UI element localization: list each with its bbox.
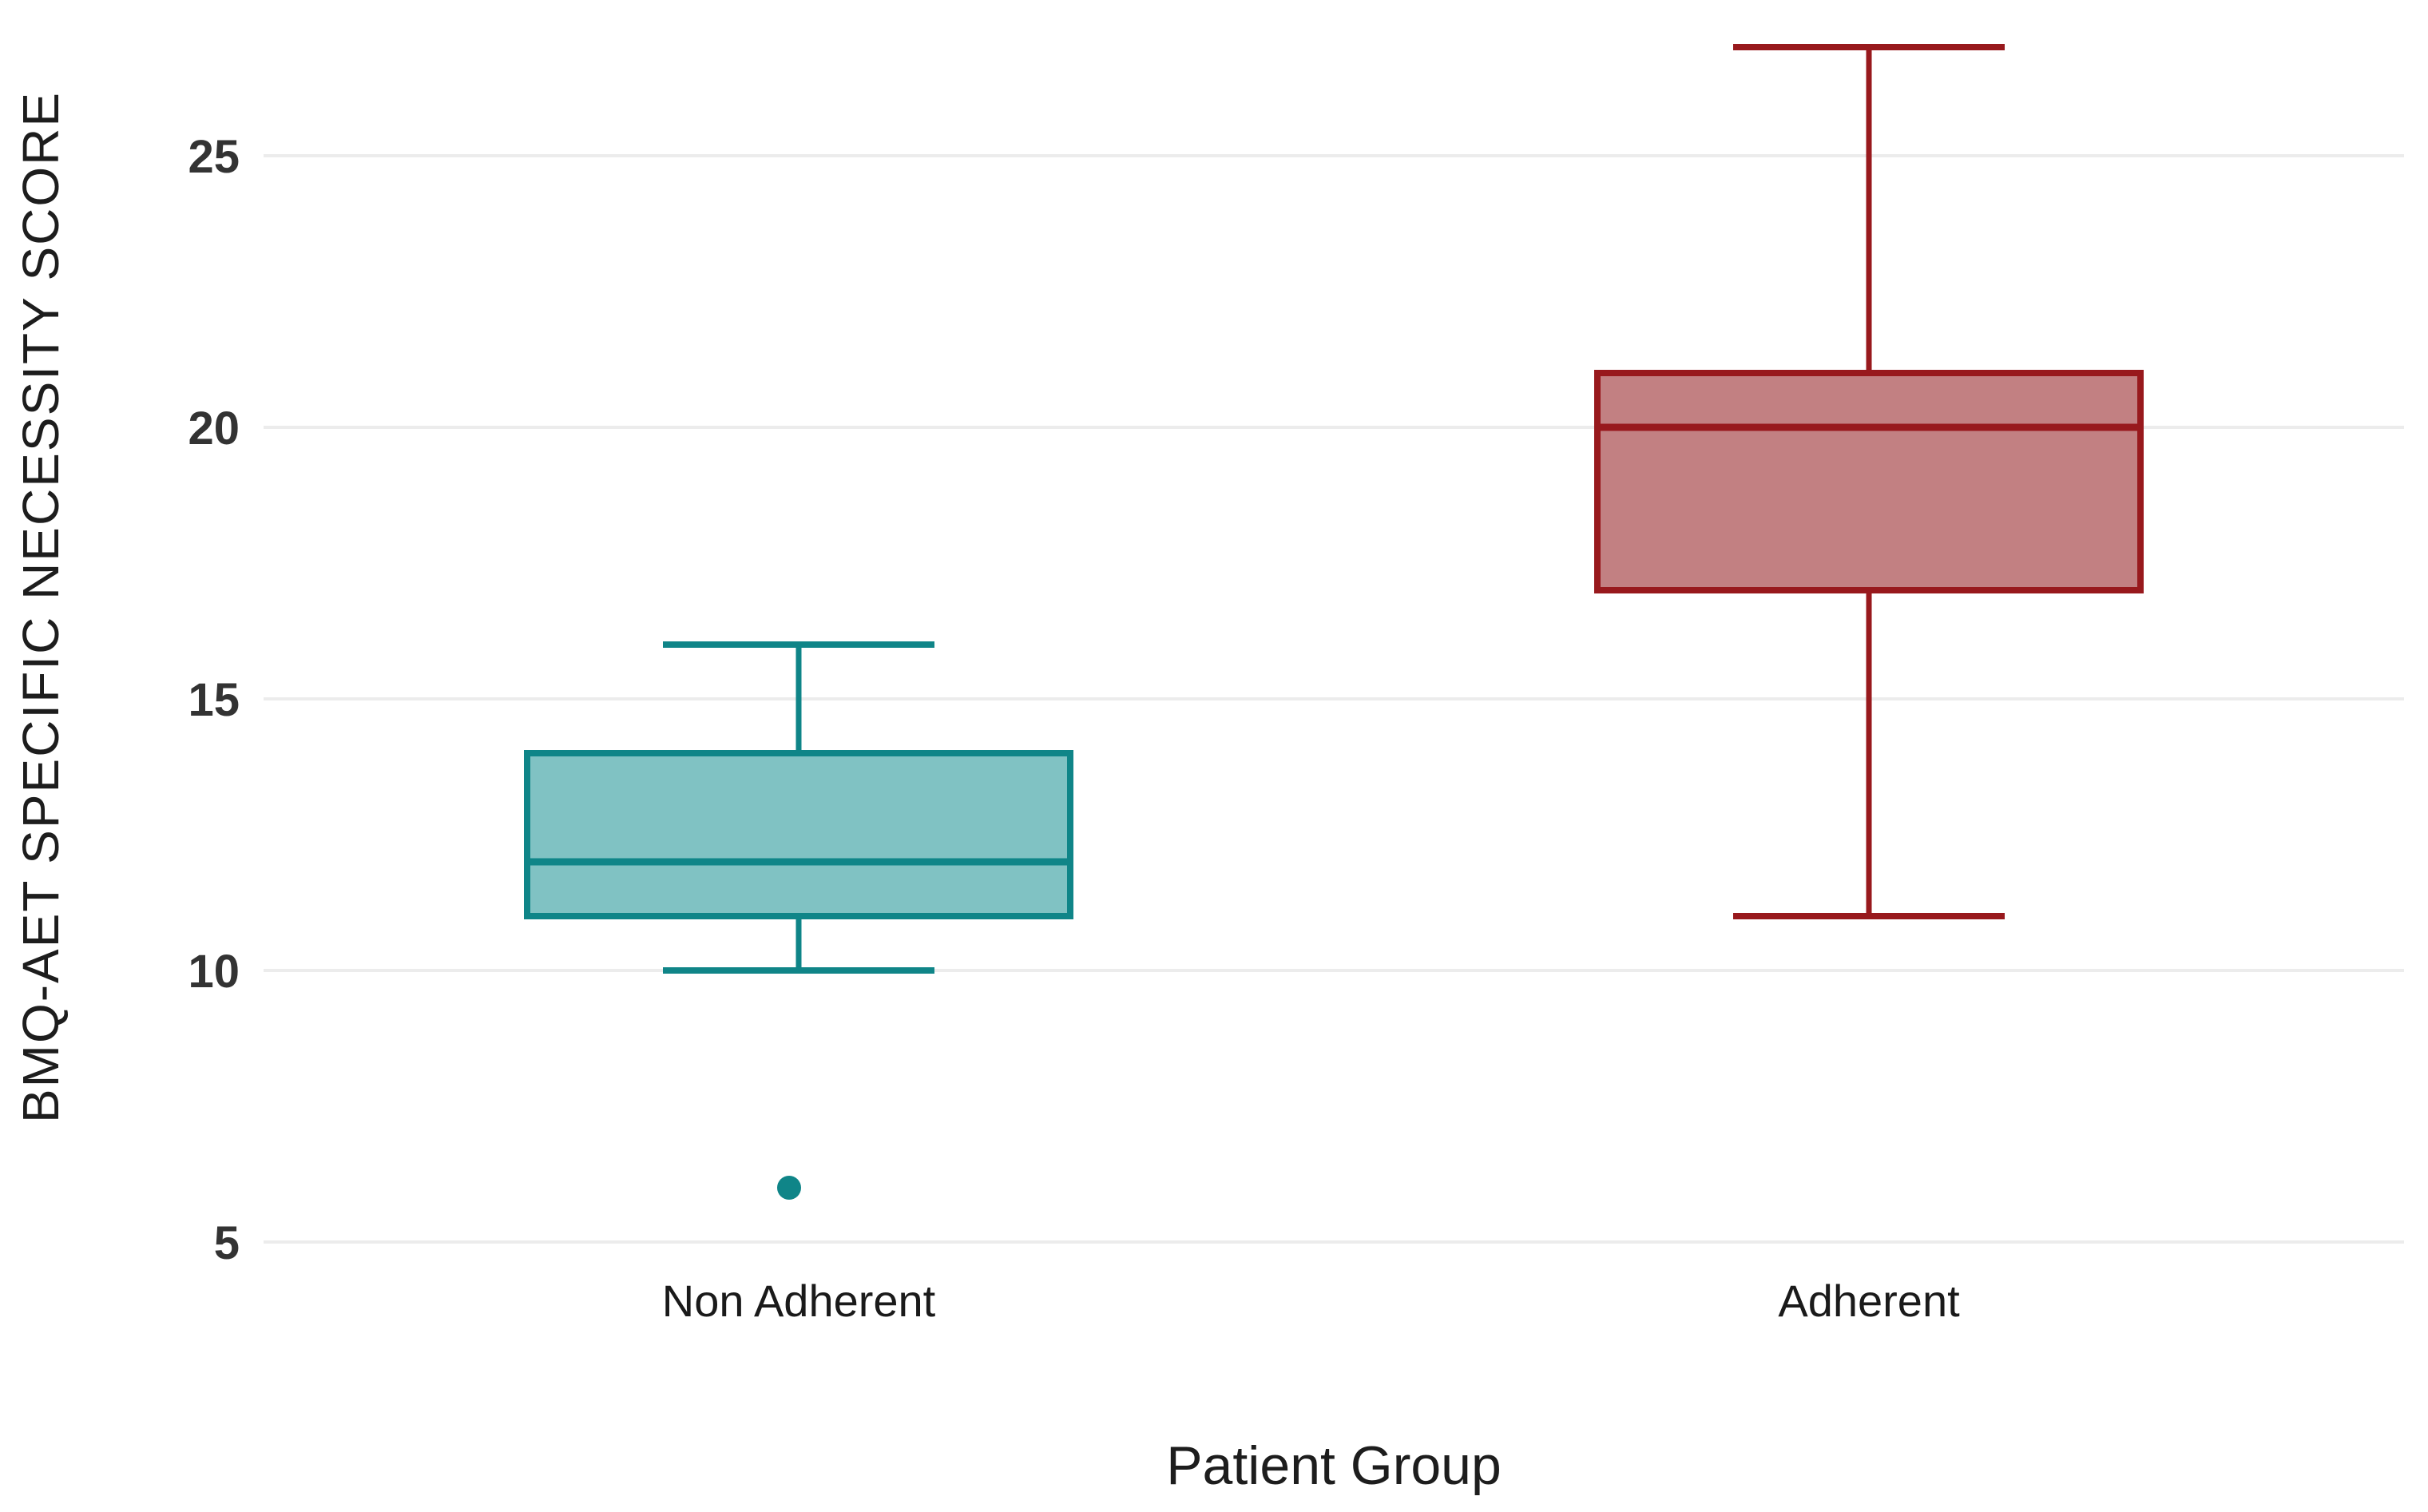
y-tick-label-5: 5	[214, 1217, 240, 1269]
iqr-box-non-adherent	[524, 750, 1073, 919]
x-axis-title: Patient Group	[1166, 1435, 1502, 1496]
y-tick-label-10: 10	[188, 946, 240, 998]
y-tick-label-25: 25	[188, 131, 240, 183]
outlier-point-non-adherent-6	[777, 1176, 801, 1200]
x-tick-label-adherent: Adherent	[1778, 1276, 1960, 1326]
x-tick-label-non-adherent: Non Adherent	[662, 1276, 936, 1326]
y-tick-label-20: 20	[188, 403, 240, 454]
y-tick-label-15: 15	[188, 674, 240, 726]
iqr-box-adherent	[1594, 370, 2144, 593]
y-axis-title: BMQ-AET SPECIFIC NECESSITY SCORE	[12, 90, 69, 1124]
